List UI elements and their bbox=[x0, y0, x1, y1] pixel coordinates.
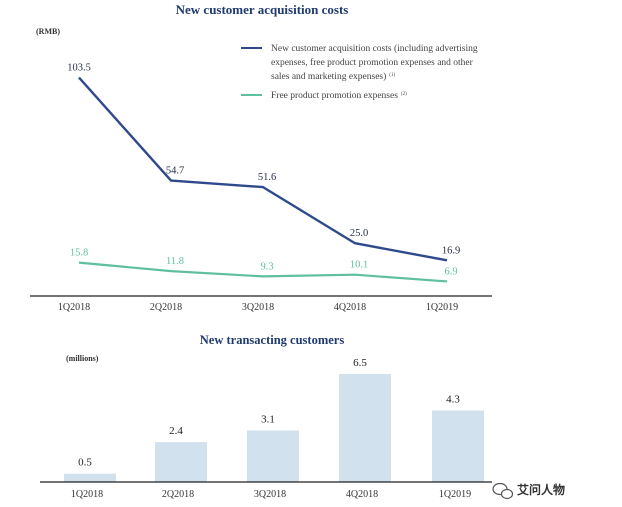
x-tick-label: 4Q2018 bbox=[334, 302, 366, 313]
x-tick-label: 1Q2018 bbox=[58, 302, 90, 313]
data-label-1-1: 11.8 bbox=[166, 256, 184, 267]
x-tick-label: 2Q2018 bbox=[162, 489, 194, 500]
bar-1Q2018 bbox=[64, 473, 116, 482]
legend-footnote-2: (2) bbox=[401, 92, 407, 97]
line-chart-legend: New customer acquisition costs (includin… bbox=[241, 43, 478, 101]
x-tick-label: 2Q2018 bbox=[150, 302, 182, 313]
data-label-0-4: 16.9 bbox=[442, 245, 460, 256]
line-chart: New customer acquisition costs (RMB) New… bbox=[30, 2, 492, 313]
series-line-1 bbox=[78, 261, 448, 283]
watermark: 艾问人物 bbox=[492, 482, 565, 500]
watermark-text: 艾问人物 bbox=[517, 482, 565, 497]
line-chart-title: New customer acquisition costs bbox=[176, 2, 349, 17]
bar-2Q2018 bbox=[155, 442, 207, 482]
bar-3Q2018 bbox=[247, 430, 299, 482]
bar-value-label: 2.4 bbox=[169, 425, 183, 437]
bar-1Q2019 bbox=[432, 410, 484, 482]
data-label-1-0: 15.8 bbox=[70, 248, 88, 259]
bar-value-label: 6.5 bbox=[353, 357, 367, 369]
data-label-1-3: 10.1 bbox=[350, 260, 368, 271]
legend-label-promotion-expenses: Free product promotion expenses (2) bbox=[271, 91, 407, 101]
bar-value-label: 4.3 bbox=[446, 394, 460, 406]
bar-chart: New transacting customers (millions) 0.5… bbox=[40, 333, 492, 500]
data-label-0-1: 54.7 bbox=[166, 166, 184, 177]
bar-chart-unit-label: (millions) bbox=[66, 354, 99, 363]
series-line-0 bbox=[78, 76, 448, 262]
line-chart-unit-label: (RMB) bbox=[36, 27, 60, 36]
legend-footnote-1: (1) bbox=[389, 73, 395, 78]
bar-series-group: 0.5 2.4 3.1 6.5 4.3 bbox=[64, 357, 484, 482]
legend-label-acquisition-costs-line1: New customer acquisition costs (includin… bbox=[271, 43, 478, 54]
line-series-group: 103.5 54.7 51.6 25.0 16.9 15.8 11.8 9.3 10.1 6.9 bbox=[67, 63, 460, 283]
x-tick-label: 1Q2018 bbox=[71, 489, 103, 500]
data-label-0-2: 51.6 bbox=[258, 172, 276, 183]
x-tick-label: 4Q2018 bbox=[346, 489, 378, 500]
bar-chart-title: New transacting customers bbox=[200, 333, 345, 347]
data-label-1-2: 9.3 bbox=[260, 261, 273, 272]
line-chart-x-ticks: 1Q2018 2Q2018 3Q2018 4Q2018 1Q2019 bbox=[58, 302, 458, 313]
bar-chart-x-ticks: 1Q2018 2Q2018 3Q2018 4Q2018 1Q2019 bbox=[71, 489, 471, 500]
x-tick-label: 1Q2019 bbox=[439, 489, 471, 500]
wechat-icon bbox=[492, 482, 514, 500]
x-tick-label: 3Q2018 bbox=[254, 489, 286, 500]
legend-label-acquisition-costs-line3-text: sales and marketing expenses) bbox=[271, 71, 386, 82]
legend-label-promotion-expenses-text: Free product promotion expenses bbox=[271, 91, 398, 101]
data-label-0-3: 25.0 bbox=[350, 228, 368, 239]
legend-label-acquisition-costs-line3: sales and marketing expenses) (1) bbox=[271, 71, 395, 82]
x-tick-label: 3Q2018 bbox=[242, 302, 274, 313]
legend-label-acquisition-costs-line2: expenses, free product promotion expense… bbox=[271, 57, 474, 68]
data-label-0-0: 103.5 bbox=[67, 63, 91, 74]
data-label-1-4: 6.9 bbox=[444, 266, 457, 277]
x-tick-label: 1Q2019 bbox=[426, 302, 458, 313]
bar-value-label: 3.1 bbox=[261, 413, 275, 425]
bar-value-label: 0.5 bbox=[78, 457, 92, 469]
bar-4Q2018 bbox=[339, 374, 391, 482]
